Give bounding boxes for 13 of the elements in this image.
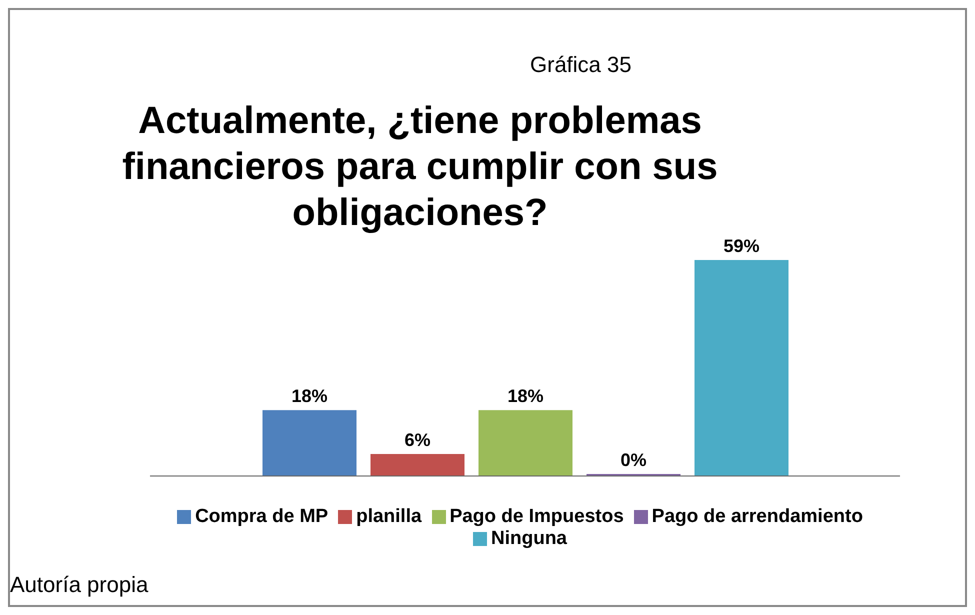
legend-label: Pago de arrendamiento — [652, 506, 863, 527]
legend-label: Pago de Impuestos — [450, 506, 624, 527]
data-label: 0% — [620, 450, 647, 470]
legend-label: Compra de MP — [195, 506, 328, 527]
legend-label: Ninguna — [491, 528, 567, 549]
data-label: 6% — [404, 430, 431, 450]
data-label: 59% — [723, 236, 760, 256]
chart-subtitle: Gráfica 35 — [530, 52, 632, 78]
legend-label: planilla — [356, 506, 422, 527]
data-label: 18% — [507, 386, 544, 406]
data-label: 18% — [291, 386, 328, 406]
text: Autoría propia — [10, 572, 148, 598]
chart-title: Actualmente, ¿tiene problemas financieros para cumplir con sus obligaciones? — [121, 99, 719, 236]
